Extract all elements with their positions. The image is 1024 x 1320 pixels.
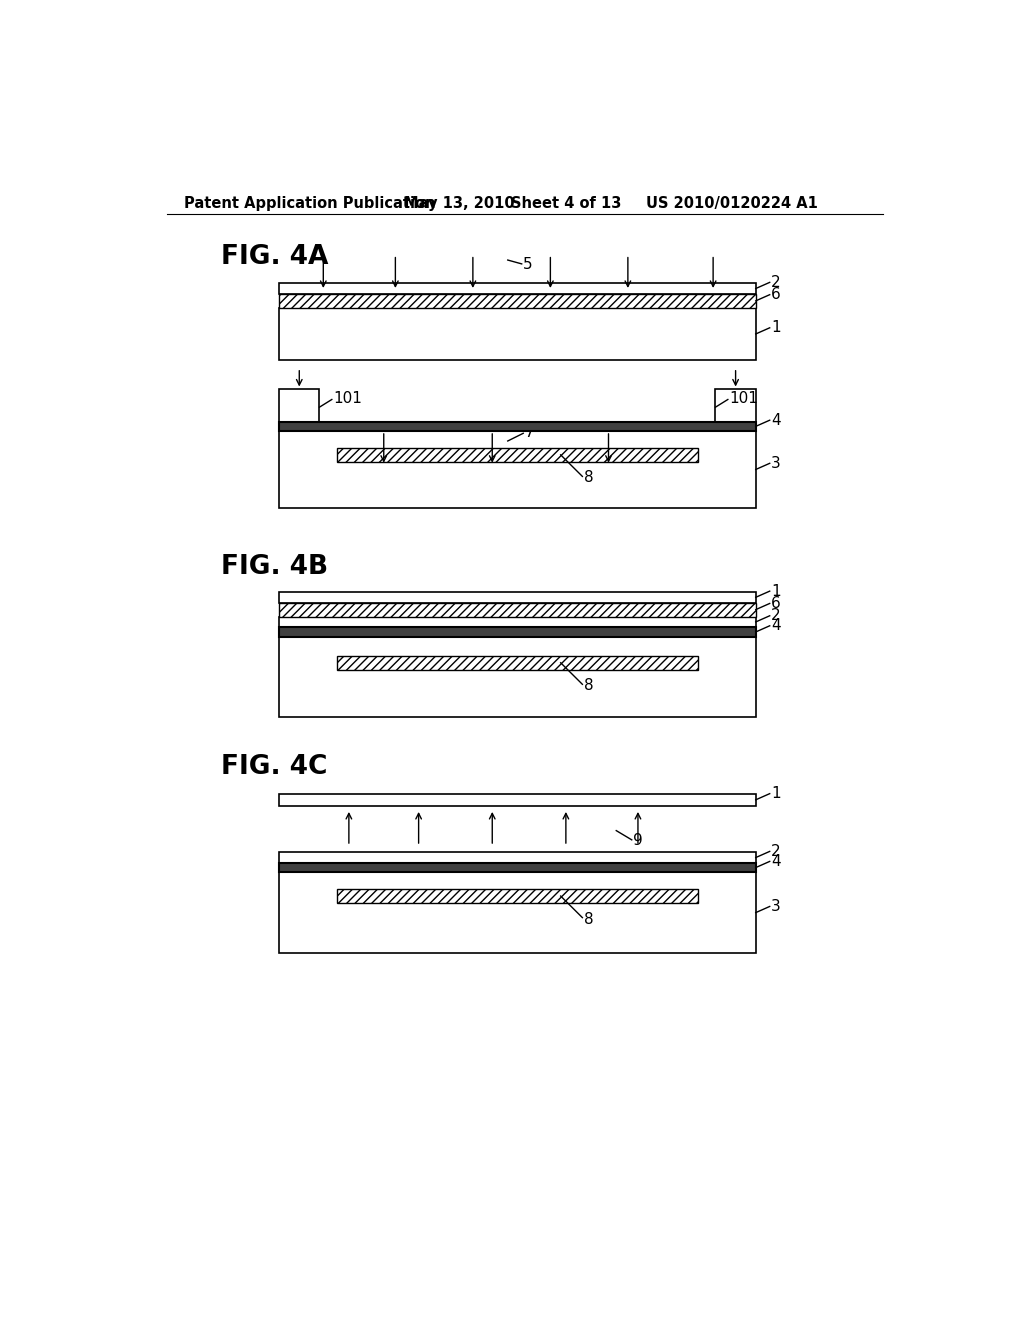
Text: 3: 3 xyxy=(771,899,781,913)
Text: Sheet 4 of 13: Sheet 4 of 13 xyxy=(511,195,622,211)
Text: 9: 9 xyxy=(633,833,643,849)
Text: FIG. 4C: FIG. 4C xyxy=(221,754,328,780)
Bar xyxy=(716,389,756,422)
Text: 5: 5 xyxy=(523,257,532,272)
Text: 3: 3 xyxy=(771,455,781,471)
Bar xyxy=(337,447,697,462)
Text: FIG. 4A: FIG. 4A xyxy=(221,244,329,271)
Bar xyxy=(280,616,756,627)
Bar xyxy=(280,853,756,863)
Bar xyxy=(280,430,756,508)
Text: 4: 4 xyxy=(771,618,781,634)
Text: 1: 1 xyxy=(771,583,781,599)
Text: May 13, 2010: May 13, 2010 xyxy=(403,195,514,211)
Text: FIG. 4B: FIG. 4B xyxy=(221,553,328,579)
Bar xyxy=(280,873,756,953)
Bar xyxy=(280,591,756,603)
Bar xyxy=(280,636,756,718)
Bar xyxy=(280,294,756,308)
Bar xyxy=(337,656,697,669)
Text: 6: 6 xyxy=(771,288,781,302)
Text: 4: 4 xyxy=(771,854,781,869)
Text: 4: 4 xyxy=(771,413,781,428)
Text: 8: 8 xyxy=(584,678,594,693)
Text: 101: 101 xyxy=(334,391,362,407)
Bar xyxy=(280,627,756,636)
Bar xyxy=(337,890,697,903)
Bar xyxy=(280,603,756,616)
Text: 2: 2 xyxy=(771,275,781,290)
Text: 8: 8 xyxy=(584,912,594,927)
Bar xyxy=(280,389,319,422)
Text: 2: 2 xyxy=(771,609,781,623)
Bar xyxy=(280,863,756,873)
Bar xyxy=(280,793,756,807)
Text: US 2010/0120224 A1: US 2010/0120224 A1 xyxy=(646,195,817,211)
Bar xyxy=(280,284,756,294)
Text: 2: 2 xyxy=(771,843,781,859)
Text: 101: 101 xyxy=(729,391,759,407)
Text: Patent Application Publication: Patent Application Publication xyxy=(183,195,435,211)
Text: 6: 6 xyxy=(771,595,781,611)
Text: 1: 1 xyxy=(771,787,781,801)
Text: 8: 8 xyxy=(584,470,594,486)
Bar xyxy=(280,422,756,430)
Text: 7: 7 xyxy=(524,425,535,440)
Text: 1: 1 xyxy=(771,321,781,335)
Bar xyxy=(280,308,756,360)
